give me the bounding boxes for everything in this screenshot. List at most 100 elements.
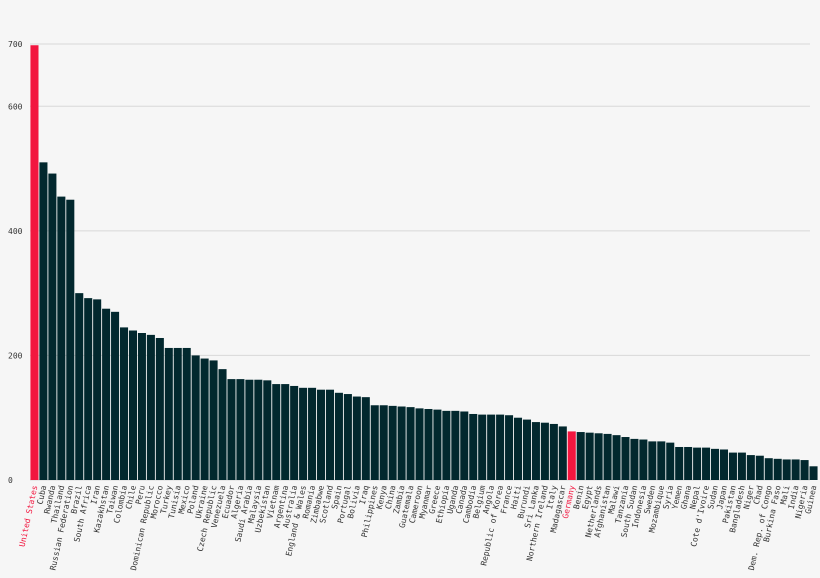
bar <box>119 327 129 480</box>
bar <box>299 387 308 480</box>
bar <box>146 334 155 480</box>
bar <box>728 452 737 480</box>
bar <box>209 360 218 480</box>
bar <box>737 452 746 480</box>
bar <box>594 433 603 480</box>
bar <box>630 438 639 480</box>
bar <box>263 380 272 480</box>
bar <box>451 410 460 480</box>
bar <box>487 414 496 480</box>
bar <box>719 449 729 480</box>
bar <box>469 413 478 480</box>
bar <box>334 392 343 480</box>
bar <box>639 439 648 480</box>
bar <box>182 347 191 480</box>
bar <box>137 333 146 480</box>
bar <box>496 414 505 480</box>
bar <box>173 347 182 480</box>
bar <box>66 199 75 480</box>
y-tick-label: 400 <box>8 227 23 236</box>
y-tick-label: 200 <box>8 351 23 360</box>
bar <box>773 458 782 480</box>
bar <box>290 385 299 480</box>
bar <box>75 293 84 480</box>
bar <box>102 308 111 480</box>
bar <box>227 379 236 480</box>
bar <box>540 422 549 480</box>
bar <box>433 409 442 480</box>
bar <box>746 455 755 480</box>
bar <box>370 405 379 480</box>
x-tick-label: Peru <box>134 484 147 505</box>
bar <box>415 408 424 480</box>
bar <box>111 311 120 480</box>
bar <box>254 379 263 480</box>
bar <box>603 433 612 480</box>
bar <box>48 173 57 480</box>
y-tick-label: 700 <box>8 40 23 49</box>
x-tick-label: United States <box>18 484 40 547</box>
x-tick-label: Iran <box>89 484 102 505</box>
bar <box>316 389 326 480</box>
bar <box>325 389 335 480</box>
bar <box>308 387 317 480</box>
bar <box>710 448 720 480</box>
bar <box>191 355 200 480</box>
bar <box>764 458 773 480</box>
bar <box>675 446 684 480</box>
bar <box>164 347 173 480</box>
bar <box>505 415 514 480</box>
bar <box>693 447 702 480</box>
bar <box>702 447 711 480</box>
y-tick-label: 0 <box>8 476 13 485</box>
bar <box>800 460 809 480</box>
bar <box>478 414 487 480</box>
bar <box>30 45 39 480</box>
bar <box>513 417 523 480</box>
bar <box>809 466 818 480</box>
bar <box>84 298 93 480</box>
bar <box>612 435 621 480</box>
bar <box>218 369 227 480</box>
bar <box>245 379 254 480</box>
bar <box>200 358 209 480</box>
bar <box>460 411 469 480</box>
bar <box>379 405 388 480</box>
bar <box>782 459 791 480</box>
bar <box>352 396 361 480</box>
bar <box>406 407 415 480</box>
bar <box>236 379 245 480</box>
y-tick-label: 600 <box>8 102 23 111</box>
x-tick-label: Cuba <box>36 484 49 505</box>
x-tick-label: Iraq <box>358 484 371 505</box>
bar <box>57 196 66 480</box>
bar <box>281 384 290 480</box>
bar <box>648 441 657 480</box>
bar <box>39 162 48 481</box>
bar <box>657 441 666 480</box>
bar <box>576 432 585 480</box>
bar <box>791 459 800 480</box>
bar <box>343 394 352 480</box>
bar <box>684 446 693 480</box>
bar <box>531 422 540 480</box>
bar <box>755 455 764 480</box>
bar <box>361 397 370 480</box>
bar <box>558 426 567 480</box>
bar <box>567 431 576 480</box>
bar <box>442 410 451 480</box>
x-tick-label: Mali <box>779 484 792 505</box>
bar <box>585 432 594 480</box>
bar <box>93 299 102 480</box>
bar <box>522 419 532 480</box>
bar <box>621 437 630 480</box>
bar <box>155 337 164 480</box>
x-tick-label: Chad <box>752 484 765 505</box>
bar <box>388 405 397 480</box>
bar <box>424 408 433 480</box>
bar <box>397 406 406 480</box>
bar <box>549 423 558 480</box>
bar <box>272 384 281 480</box>
bar <box>128 330 138 480</box>
